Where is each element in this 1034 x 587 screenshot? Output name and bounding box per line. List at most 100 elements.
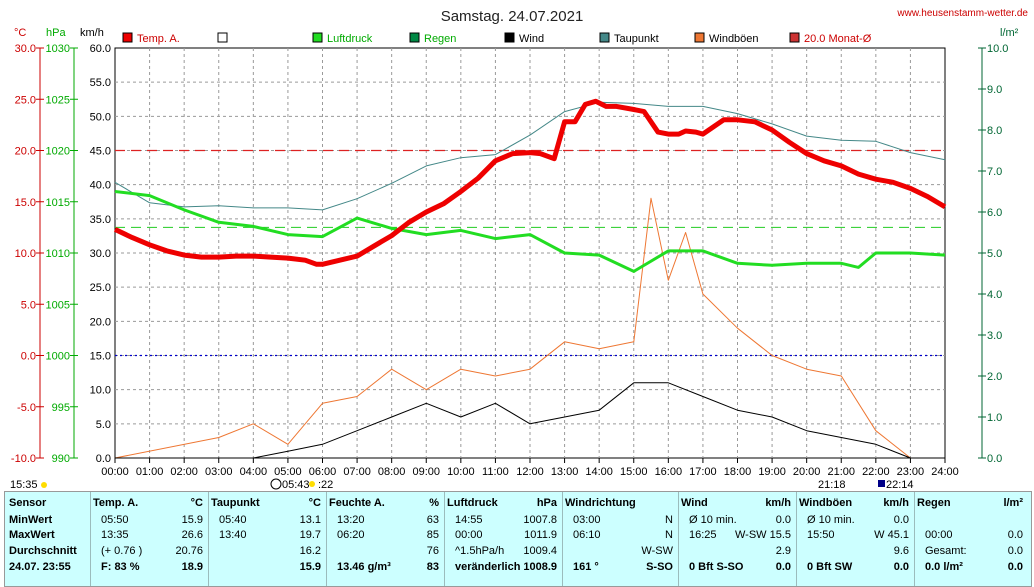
legend-swatch	[409, 32, 420, 43]
dir-row-time: 06:10	[573, 529, 601, 541]
rain-tick-label: 3.0	[987, 330, 1002, 342]
hpa-tick-label: 1020	[46, 146, 70, 158]
hour-tick-label: 10:00	[447, 466, 475, 478]
rain-tick-label: 4.0	[987, 289, 1002, 301]
kmh-tick-label: 45.0	[90, 146, 111, 158]
site-url[interactable]: www.heusenstamm-wetter.de	[896, 8, 1028, 19]
hour-tick-label: 00:00	[101, 466, 129, 478]
wind-row-time: Ø 10 min.	[689, 514, 737, 526]
hour-tick-label: 03:00	[205, 466, 233, 478]
dir-row-time: 161 °	[573, 561, 599, 573]
kmh-tick-label: 20.0	[90, 316, 111, 328]
weather-chart: Samstag. 24.07.2021 www.heusenstamm-wett…	[10, 8, 1028, 491]
kmh-tick-label: 5.0	[96, 419, 111, 431]
hum-row-value: 63	[426, 514, 439, 526]
col-divider	[795, 492, 797, 586]
col-head-rain: Regen	[917, 497, 951, 509]
hour-tick-label: 21:00	[827, 466, 855, 478]
dir-row-value: N	[665, 514, 673, 526]
rain-tick-label: 10.0	[987, 43, 1008, 55]
hour-tick-label: 11:00	[482, 466, 509, 478]
hour-tick-label: 23:00	[897, 466, 925, 478]
col-divider	[207, 492, 209, 586]
kmh-tick-label: 55.0	[90, 77, 111, 89]
legend-swatch	[504, 32, 515, 43]
temp-tick-label: 15.0	[15, 197, 36, 209]
sunrise-icon	[270, 478, 282, 490]
hour-tick-label: 05:00	[274, 466, 302, 478]
hour-tick-label: 19:00	[758, 466, 786, 478]
col-unit-rain: l/m²	[1003, 497, 1023, 509]
rain-tick-label: 8.0	[987, 125, 1002, 137]
rain-row-value: 0.0	[1007, 561, 1023, 573]
legend-swatch	[789, 32, 800, 43]
press-row-time: ^1.5hPa/h	[455, 545, 505, 557]
rain-row-value: 0.0	[1007, 545, 1023, 557]
temp-tick-label: 30.0	[15, 43, 36, 55]
hour-tick-label: 16:00	[655, 466, 683, 478]
axes: 30.0 25.0 20.0 15.0 10.0 5.0 0.0 -5.0 -10.0 1030 1…	[11, 43, 1009, 478]
press-row-time: 14:55	[455, 514, 483, 526]
kmh-tick-label: 10.0	[90, 385, 111, 397]
col-unit-gust: km/h	[883, 497, 909, 509]
temp-row-value: 26.6	[181, 529, 203, 541]
col-divider	[325, 492, 327, 586]
sensor-row-label: MinWert	[9, 514, 53, 526]
col-head-wind: Wind	[681, 497, 708, 509]
hpa-tick-label: 1030	[46, 43, 70, 55]
legend-label: 20.0 Monat-Ø	[804, 33, 872, 45]
press-row-value: 1011.9	[524, 529, 557, 541]
legend-swatch	[694, 32, 705, 43]
rain-row-time: Gesamt:	[925, 545, 967, 557]
col-unit-press: hPa	[536, 497, 557, 509]
gust-row-value: 0.0	[893, 561, 909, 573]
rain-unit-label: l/m²	[1000, 27, 1019, 39]
kmh-tick-label: 40.0	[90, 180, 111, 192]
legend-swatch	[312, 32, 323, 43]
grid	[115, 48, 945, 458]
legend-label: Temp. A.	[137, 33, 180, 45]
hour-tick-label: 13:00	[551, 466, 579, 478]
temp-tick-label: -10.0	[11, 453, 36, 465]
legend-swatch	[122, 32, 133, 43]
wind-row-value: 0.0	[775, 514, 791, 526]
gust-row-value: 9.6	[893, 545, 909, 557]
hour-tick-label: 01:00	[136, 466, 164, 478]
dew-row-value: 16.2	[299, 545, 321, 557]
legend-swatch	[217, 32, 228, 43]
kmh-unit-label: km/h	[80, 27, 104, 39]
dew-row-value: 19.7	[299, 529, 321, 541]
press-row-value: 1007.8	[523, 514, 557, 526]
gust-row-time: 15:50	[807, 529, 835, 541]
temp-row-time: 13:35	[101, 529, 129, 541]
temp-tick-label: -5.0	[17, 402, 36, 414]
temp-tick-label: 5.0	[21, 299, 36, 311]
legend-label: Regen	[424, 33, 456, 45]
rain-tick-label: 7.0	[987, 166, 1002, 178]
press-row-value: 1009.4	[523, 545, 557, 557]
temp-row-value: 20.76	[175, 545, 203, 557]
sunrise-time-2: :22	[318, 479, 333, 490]
hour-tick-label: 24:00	[931, 466, 959, 478]
col-divider	[561, 492, 563, 586]
rain-row-value: 0.0	[1007, 529, 1023, 541]
pressure-series	[114, 190, 946, 273]
legend-label: Taupunkt	[614, 33, 659, 45]
temp-row-value: 18.9	[181, 561, 203, 573]
hour-tick-label: 15:00	[620, 466, 648, 478]
temp-row-time: F: 83 %	[101, 561, 140, 573]
legend-label: Windböen	[709, 33, 759, 45]
hour-tick-label: 17:00	[689, 466, 717, 478]
dew-row-value: 15.9	[299, 561, 321, 573]
temp-unit-label: °C	[14, 27, 26, 39]
chart-svg: Samstag. 24.07.2021 www.heusenstamm-wett…	[10, 8, 1028, 491]
wind-row-time: 16:25	[689, 529, 717, 541]
series	[113, 98, 947, 459]
press-row-value: 1008.9	[523, 561, 557, 573]
hpa-tick-label: 1000	[46, 351, 70, 363]
temp-tick-label: 25.0	[15, 94, 36, 106]
sunset-icon	[878, 480, 885, 487]
gust-series	[114, 197, 945, 459]
hour-tick-label: 09:00	[412, 466, 440, 478]
col-head-dew: Taupunkt	[211, 497, 260, 509]
